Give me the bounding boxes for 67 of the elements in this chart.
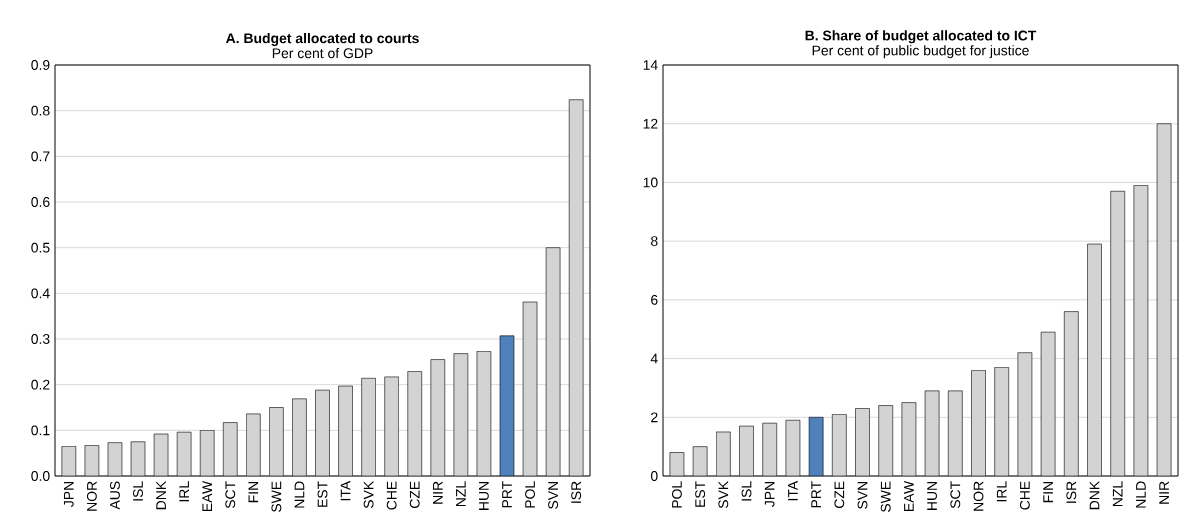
y-tick-label: 12 [643,118,658,129]
x-tick-label: SVN [548,481,559,509]
y-tick-label: 10 [643,177,658,188]
x-tick-label: SVN [857,481,868,509]
y-tick-label: 6 [651,294,658,305]
x-tick-label: NLD [1136,481,1146,508]
y-tick-label: 0.2 [31,379,50,390]
y-tick-label: 0.5 [31,242,50,253]
y-tick-label: 0.6 [31,197,50,207]
x-tick-label: DNK [1089,481,1100,510]
x-tick-label: IRL [996,481,1007,502]
y-tick-label: 0 [650,471,658,481]
x-tick-label: SVK [363,480,374,509]
x-tick-label: SVK [718,480,729,509]
y-tick-label: 4 [650,353,658,364]
x-tick-label: AUS [110,481,120,510]
x-tick-label: FIN [248,481,259,503]
x-tick-label: POL [525,481,535,508]
x-tick-label: ISL [133,481,143,501]
x-tick-label: NIR [433,481,443,504]
y-tick-label: 0.9 [31,60,50,70]
y-tick-label: 0.3 [31,334,50,344]
x-tick-label: NZL [456,481,466,507]
x-tick-label: EAW [904,480,914,511]
x-tick-label: SCT [225,481,236,509]
x-tick-label: EST [317,481,328,507]
x-tick-label: EAW [202,480,212,511]
x-tick-label: CZE [409,481,420,509]
x-tick-label: DNK [156,481,166,510]
y-tick-label: 2 [651,412,658,423]
x-tick-label: ITA [788,480,798,501]
y-tick-label: 0.8 [31,105,50,116]
x-tick-label: SCT [950,481,961,509]
x-tick-label: NZL [1112,481,1123,507]
x-tick-label: CZE [834,481,845,509]
y-tick-label: 0.7 [31,151,50,162]
x-tick-label: EST [695,481,706,507]
y-tick-label: 8 [651,236,658,247]
x-tick-label: ISL [741,481,752,501]
x-tick-label: SWE [880,481,891,512]
x-tick-label: PRT [502,481,512,508]
chart-title: A. Budget allocated to courts [225,32,419,47]
x-tick-label: NIR [1159,481,1169,504]
chart-title: B. Share of budget allocated to ICT [805,30,1037,44]
x-tick-label: IRL [179,481,189,502]
x-tick-label: JPN [63,481,74,507]
x-tick-label: NOR [973,481,984,511]
x-tick-label: NLD [294,481,305,508]
x-tick-label: FIN [1043,481,1053,503]
x-tick-label: HUN [927,481,937,510]
x-tick-label: ISR [571,481,582,503]
x-tick-label: SWE [271,481,282,512]
x-tick-label: CHE [386,481,397,510]
x-tick-label: NOR [86,481,97,511]
x-tick-label: JPN [764,481,775,507]
x-tick-label: ITA [340,480,351,501]
y-tick-label: 0.4 [31,288,50,299]
chart-subtitle: Per cent of GDP [272,47,373,59]
y-tick-label: 14 [643,60,658,70]
x-tick-label: HUN [479,481,489,510]
x-tick-label: ISR [1066,481,1077,503]
x-tick-label: CHE [1019,481,1030,510]
x-tick-label: PRT [811,481,821,508]
y-tick-label: 0.0 [31,471,50,481]
y-tick-label: 0.1 [31,425,50,436]
x-tick-label: POL [671,481,682,508]
chart-subtitle: Per cent of public budget for justice [812,45,1029,59]
